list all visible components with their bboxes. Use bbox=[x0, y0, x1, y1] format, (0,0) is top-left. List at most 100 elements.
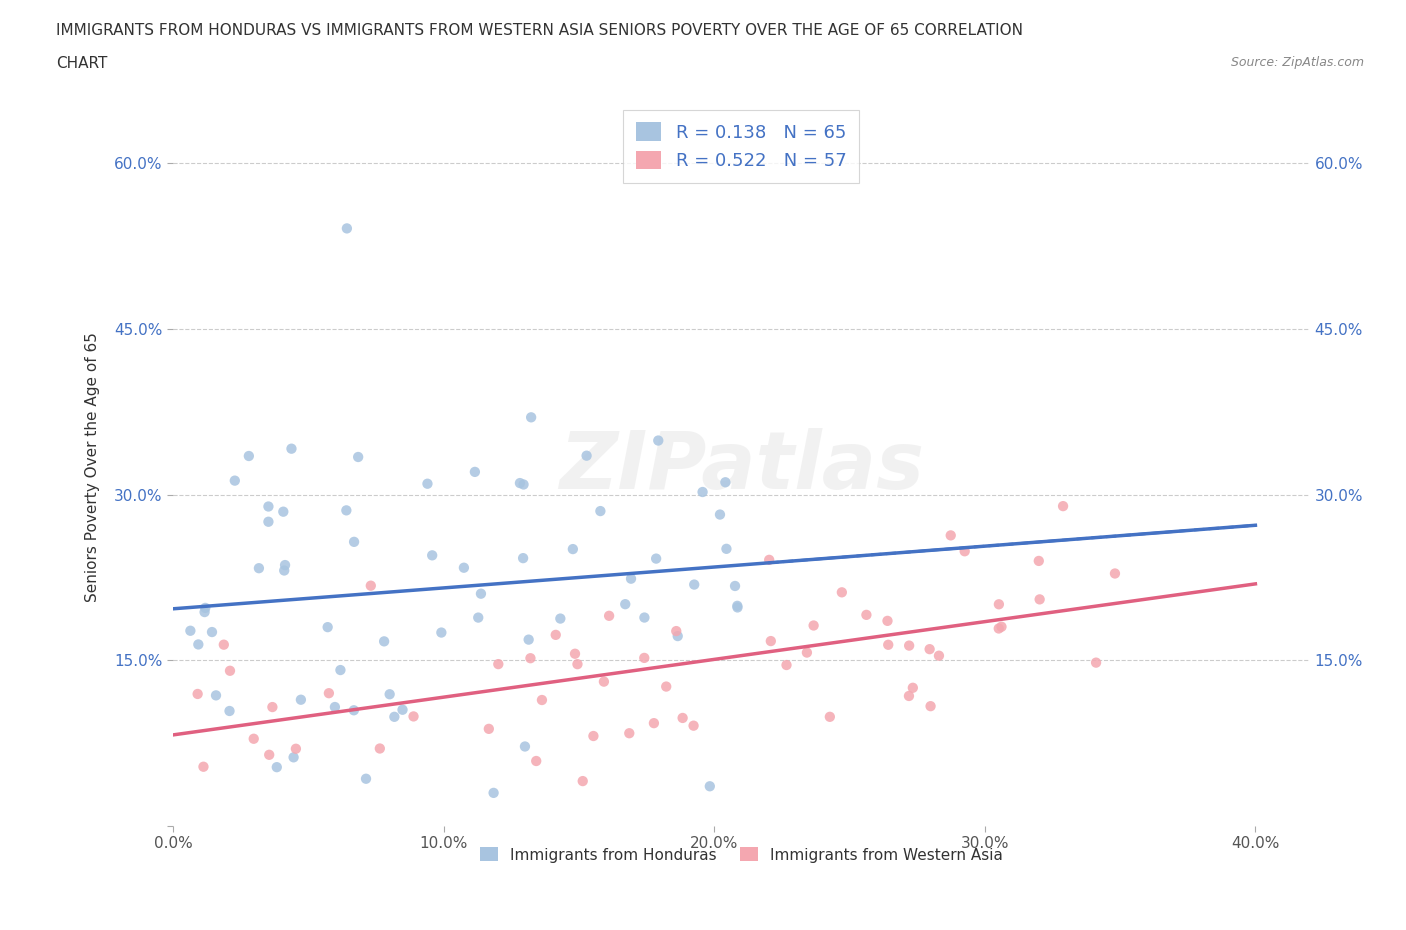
Point bbox=[561, 541, 583, 556]
Point bbox=[544, 628, 567, 643]
Point bbox=[512, 477, 534, 492]
Point bbox=[928, 648, 950, 663]
Point bbox=[709, 507, 731, 522]
Point bbox=[467, 610, 489, 625]
Point bbox=[953, 544, 976, 559]
Point bbox=[758, 552, 780, 567]
Point bbox=[512, 551, 534, 565]
Point bbox=[266, 760, 288, 775]
Point bbox=[987, 621, 1010, 636]
Point bbox=[274, 558, 297, 573]
Point bbox=[238, 448, 260, 463]
Point bbox=[1028, 591, 1050, 606]
Point bbox=[1052, 498, 1074, 513]
Point bbox=[683, 578, 706, 592]
Point bbox=[724, 578, 747, 593]
Point bbox=[633, 610, 655, 625]
Point bbox=[290, 692, 312, 707]
Point bbox=[335, 503, 357, 518]
Point bbox=[271, 504, 294, 519]
Text: CHART: CHART bbox=[56, 56, 108, 71]
Point bbox=[201, 625, 224, 640]
Point bbox=[1028, 553, 1050, 568]
Point bbox=[530, 693, 553, 708]
Point bbox=[280, 441, 302, 456]
Point bbox=[619, 725, 641, 740]
Point bbox=[224, 473, 246, 488]
Point bbox=[194, 604, 217, 619]
Point bbox=[343, 703, 366, 718]
Point bbox=[318, 685, 340, 700]
Point bbox=[920, 698, 942, 713]
Point bbox=[939, 528, 962, 543]
Point bbox=[283, 750, 305, 764]
Point bbox=[402, 709, 425, 724]
Point bbox=[901, 681, 924, 696]
Point bbox=[876, 614, 898, 629]
Point bbox=[831, 585, 853, 600]
Point bbox=[257, 748, 280, 763]
Point bbox=[643, 716, 665, 731]
Point bbox=[727, 600, 749, 615]
Point bbox=[193, 759, 215, 774]
Point bbox=[571, 774, 593, 789]
Point bbox=[416, 476, 439, 491]
Point bbox=[262, 699, 284, 714]
Point bbox=[897, 688, 920, 703]
Point bbox=[665, 624, 688, 639]
Point bbox=[1104, 566, 1126, 581]
Point bbox=[336, 221, 359, 236]
Point bbox=[382, 710, 405, 724]
Point bbox=[378, 686, 401, 701]
Point bbox=[575, 448, 598, 463]
Point bbox=[284, 741, 307, 756]
Point bbox=[564, 646, 586, 661]
Point bbox=[682, 718, 704, 733]
Point bbox=[647, 433, 669, 448]
Point bbox=[714, 475, 737, 490]
Point bbox=[672, 711, 695, 725]
Point bbox=[212, 637, 235, 652]
Point bbox=[242, 731, 264, 746]
Point bbox=[593, 674, 616, 689]
Point bbox=[486, 657, 509, 671]
Point bbox=[329, 662, 352, 677]
Point bbox=[323, 699, 346, 714]
Point bbox=[520, 410, 543, 425]
Point bbox=[990, 619, 1012, 634]
Point bbox=[343, 535, 366, 550]
Point bbox=[775, 658, 797, 672]
Point bbox=[918, 642, 941, 657]
Point bbox=[257, 514, 280, 529]
Point bbox=[725, 598, 748, 613]
Point bbox=[567, 657, 589, 671]
Legend: Immigrants from Honduras, Immigrants from Western Asia: Immigrants from Honduras, Immigrants fro… bbox=[474, 842, 1010, 869]
Point bbox=[589, 504, 612, 519]
Text: Source: ZipAtlas.com: Source: ZipAtlas.com bbox=[1230, 56, 1364, 69]
Point bbox=[987, 597, 1010, 612]
Point bbox=[716, 541, 738, 556]
Point bbox=[898, 638, 921, 653]
Point bbox=[633, 650, 655, 665]
Point bbox=[430, 625, 453, 640]
Point bbox=[482, 786, 505, 801]
Point bbox=[855, 607, 877, 622]
Point bbox=[699, 778, 721, 793]
Point bbox=[513, 739, 536, 754]
Point bbox=[219, 663, 242, 678]
Point bbox=[347, 449, 370, 464]
Point bbox=[373, 634, 395, 649]
Point bbox=[470, 586, 492, 601]
Point bbox=[1085, 656, 1108, 671]
Point bbox=[194, 601, 217, 616]
Point bbox=[598, 608, 620, 623]
Point bbox=[360, 578, 382, 593]
Point bbox=[368, 741, 391, 756]
Point bbox=[645, 551, 668, 566]
Point bbox=[519, 651, 541, 666]
Point bbox=[187, 686, 209, 701]
Point bbox=[205, 688, 228, 703]
Point bbox=[316, 619, 339, 634]
Point bbox=[464, 464, 486, 479]
Point bbox=[509, 475, 531, 490]
